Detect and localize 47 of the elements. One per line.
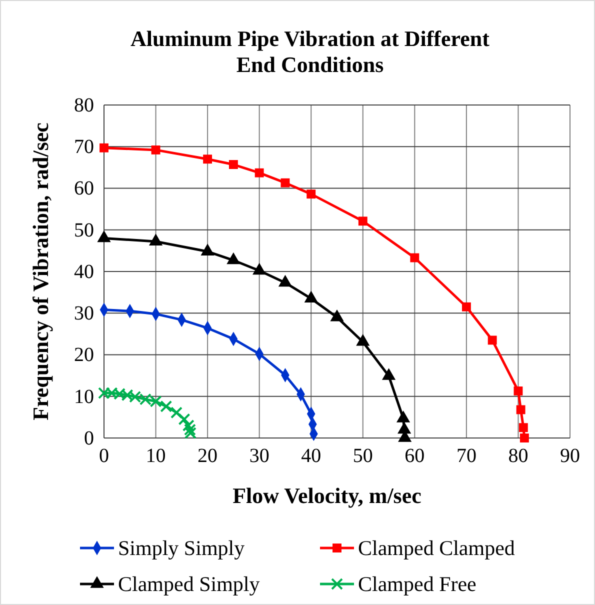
point [410,253,420,262]
legend-label: Simply Simply [118,536,246,560]
point [518,423,528,432]
y-tick-label: 20 [74,344,94,366]
y-tick-label: 10 [74,386,94,408]
point [184,424,196,436]
point [178,413,190,426]
point [228,160,238,169]
point [280,178,290,188]
y-tick-label: 60 [74,178,94,200]
point [514,386,523,396]
x-tick-label: 20 [198,445,218,468]
point [520,434,529,442]
point [100,143,108,152]
y-tick-label: 40 [74,260,94,283]
point [516,405,526,414]
point [306,190,316,199]
legend-label: Clamped Clamped [358,536,516,560]
x-tick-label: 10 [146,445,166,468]
point [462,302,471,312]
x-tick-label: 70 [456,445,476,468]
point [184,427,196,440]
x-tick-label: 60 [404,445,425,468]
y-tick-label: 30 [74,302,94,325]
y-axis-title: Frequency of Vibration, rad/sec [28,122,53,420]
x-tick-label: 0 [99,445,109,468]
x-tick-label: 40 [301,445,322,468]
point [160,400,172,412]
point [182,420,194,432]
point [170,406,182,419]
point [488,336,497,345]
y-tick-label: 70 [74,136,94,158]
point [203,154,212,164]
x-tick-label: 30 [249,445,270,468]
x-axis-title: Flow Velocity, m/sec [232,483,422,508]
point [358,216,368,226]
legend-label: Clamped Free [358,572,476,596]
legend-label: Clamped Simply [118,572,260,596]
point [254,168,264,178]
y-tick-label: 80 [74,94,94,116]
chart-title: Aluminum Pipe Vibration at Different End Conditions [130,26,490,77]
x-tick-label: 90 [560,445,580,468]
point [151,145,160,154]
x-tick-label: 50 [352,445,373,468]
x-tick-label: 80 [508,445,528,468]
y-tick-label: 0 [84,427,94,450]
y-tick-label: 50 [74,219,94,242]
